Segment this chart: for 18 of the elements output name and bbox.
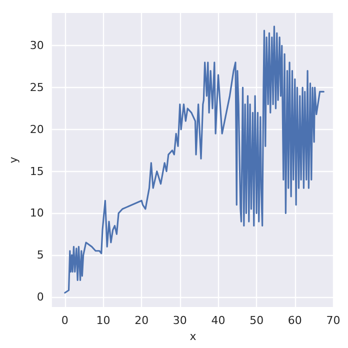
y-tick-label: 25 (30, 81, 44, 94)
y-tick-label: 10 (30, 206, 44, 220)
y-tick-label: 15 (30, 164, 44, 178)
x-tick-label: 30 (172, 314, 187, 327)
x-tick-label: 50 (250, 314, 264, 327)
x-tick-label: 0 (61, 314, 68, 327)
x-axis-title: x (190, 330, 197, 343)
x-tick-label: 60 (288, 314, 302, 327)
x-tick-label: 70 (326, 314, 340, 327)
y-axis-title: y (7, 156, 20, 164)
x-tick-label: 20 (134, 314, 149, 327)
y-tick-label: 5 (36, 248, 44, 262)
y-tick-label: 0 (36, 290, 44, 304)
x-tick-label: 40 (211, 314, 226, 327)
y-tick-label: 30 (30, 39, 44, 52)
y-tick-label: 20 (30, 122, 44, 136)
x-tick-label: 10 (96, 314, 110, 327)
line-series (64, 26, 324, 294)
